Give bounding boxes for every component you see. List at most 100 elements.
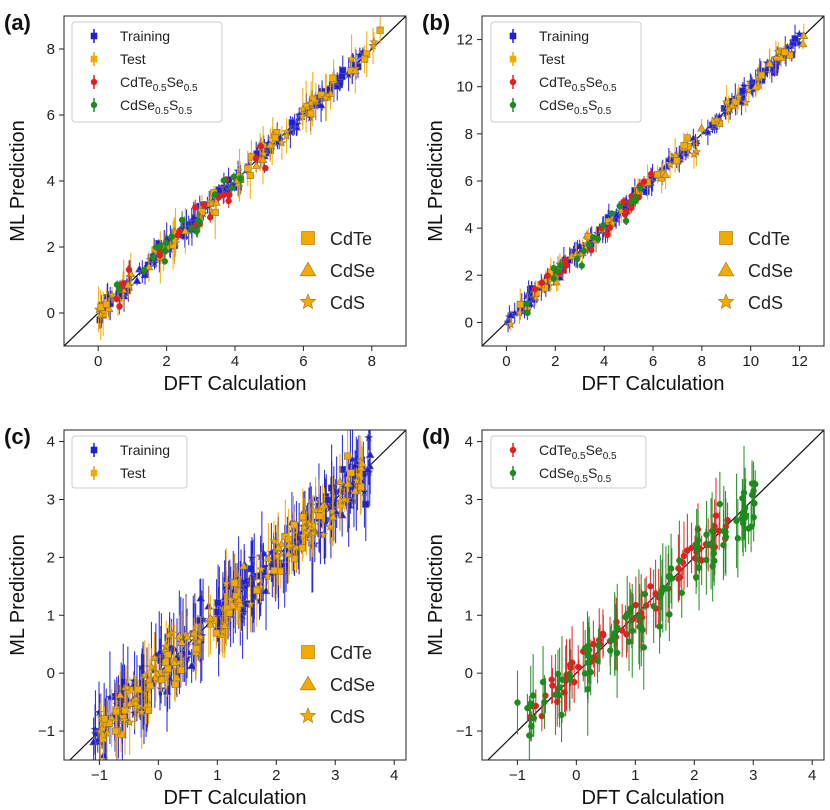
data-point-cdtese <box>680 552 688 560</box>
y-tick-label: 6 <box>465 173 473 190</box>
data-point-cdses <box>514 699 521 706</box>
data-point-test <box>328 512 338 521</box>
data-point-cdses <box>211 191 219 198</box>
data-point-test <box>271 134 279 142</box>
data-point-test <box>112 727 120 735</box>
plot-area <box>482 16 824 346</box>
x-tick-label: 4 <box>390 767 398 784</box>
shape-legend-cds-icon <box>717 293 735 310</box>
data-point-test <box>329 74 337 82</box>
y-tick-label: 12 <box>456 32 473 49</box>
data-point-test <box>376 26 384 34</box>
data-point-test <box>212 629 220 637</box>
data-point-cdses <box>692 541 699 548</box>
legend-sub: 0.5 <box>153 83 167 94</box>
series-cdses <box>523 184 644 321</box>
data-point-cdses <box>558 676 566 683</box>
data-point-test <box>220 620 230 629</box>
data-point-cdses <box>196 218 203 226</box>
data-point-cdses <box>622 217 630 225</box>
shape-legend: CdTe CdSe CdS <box>717 229 793 313</box>
data-point-cdtese <box>262 164 269 172</box>
data-point-cdtese <box>588 246 595 254</box>
legend-label-cdtese: CdTe0.5Se0.5 <box>539 74 617 94</box>
data-point-test <box>180 226 190 235</box>
shape-legend-cdse-icon <box>299 675 317 691</box>
legend-label-training: Training <box>120 28 170 44</box>
data-point-cdtese <box>207 214 214 221</box>
x-axis-label: DFT Calculation <box>163 373 306 395</box>
data-point-test <box>318 529 329 539</box>
y-axis-label: ML Prediction <box>7 534 29 656</box>
legend-label-training: Training <box>539 28 589 44</box>
data-point-test <box>107 290 117 299</box>
shape-legend-label: CdTe <box>330 643 372 663</box>
data-point-test <box>284 540 294 549</box>
legend-sub: 0.5 <box>574 474 588 485</box>
shape-legend-cdte-icon <box>719 231 733 245</box>
legend-marker-cdtese <box>90 78 98 86</box>
legend-sub: 0.5 <box>603 83 617 94</box>
shape-legend-label: CdSe <box>748 261 793 281</box>
shape-legend-label: CdTe <box>748 229 790 249</box>
x-tick-label: 6 <box>649 353 657 370</box>
data-point-cdtese <box>200 201 208 209</box>
legend-label-test: Test <box>539 51 565 67</box>
legend-label-cdses: CdSe0.5S0.5 <box>539 97 612 117</box>
panel-label: (a) <box>4 10 31 35</box>
data-point-training <box>332 81 342 90</box>
y-tick-label: 6 <box>47 107 55 124</box>
x-axis-label: DFT Calculation <box>581 787 724 809</box>
data-point-cdtese <box>647 583 654 590</box>
x-tick-label: 0 <box>154 767 162 784</box>
data-point-test <box>102 300 111 308</box>
data-point-cdses <box>539 678 547 686</box>
data-point-cdtese <box>574 663 582 671</box>
y-tick-label: 8 <box>47 41 55 58</box>
data-point-training <box>213 608 221 616</box>
x-tick-label: 12 <box>791 353 808 370</box>
data-point-test <box>277 539 286 548</box>
legend-marker-cdses <box>509 101 517 109</box>
data-point-test <box>269 536 279 545</box>
data-point-test <box>661 170 670 178</box>
y-tick-label: 0 <box>47 305 55 322</box>
data-point-test <box>144 706 153 714</box>
legend-sub: 0.5 <box>574 106 588 117</box>
data-point-cdses <box>586 654 593 661</box>
x-tick-label: 4 <box>808 767 816 784</box>
data-point-cdtese <box>257 143 265 150</box>
data-point-cdses <box>566 675 574 683</box>
data-point-cdtese <box>599 630 607 638</box>
legend-label-test: Test <box>120 465 146 481</box>
data-point-test <box>689 149 699 159</box>
data-point-cdses <box>607 647 614 654</box>
data-point-test <box>352 476 362 485</box>
data-point-cdses <box>594 657 601 665</box>
data-point-test <box>131 694 141 703</box>
data-point-training <box>364 432 374 442</box>
legend-part: CdSe <box>539 97 574 113</box>
y-tick-label: 10 <box>456 79 473 96</box>
legend-frame <box>490 21 642 123</box>
data-point-cdses <box>636 184 644 192</box>
data-point-cdses <box>168 233 175 241</box>
data-point-cdses <box>733 517 740 525</box>
data-point-cdtese <box>174 232 182 239</box>
plot-frame <box>481 429 825 761</box>
data-point-test <box>231 579 239 587</box>
data-point-cdses <box>636 623 643 631</box>
x-tick-label: 10 <box>742 353 759 370</box>
data-point-test <box>234 595 244 603</box>
legend-sub: 0.5 <box>597 106 611 117</box>
data-point-test <box>255 582 266 592</box>
x-tick-label: 2 <box>162 353 170 370</box>
data-point-test <box>320 92 331 102</box>
shape-legend-cdte-icon <box>301 645 315 659</box>
plot-area <box>487 430 824 760</box>
series-cdses <box>514 445 759 760</box>
data-point-cdtese <box>621 211 629 218</box>
data-point-test <box>140 670 150 680</box>
data-point-cdtese <box>220 191 227 199</box>
data-point-test <box>357 483 365 491</box>
